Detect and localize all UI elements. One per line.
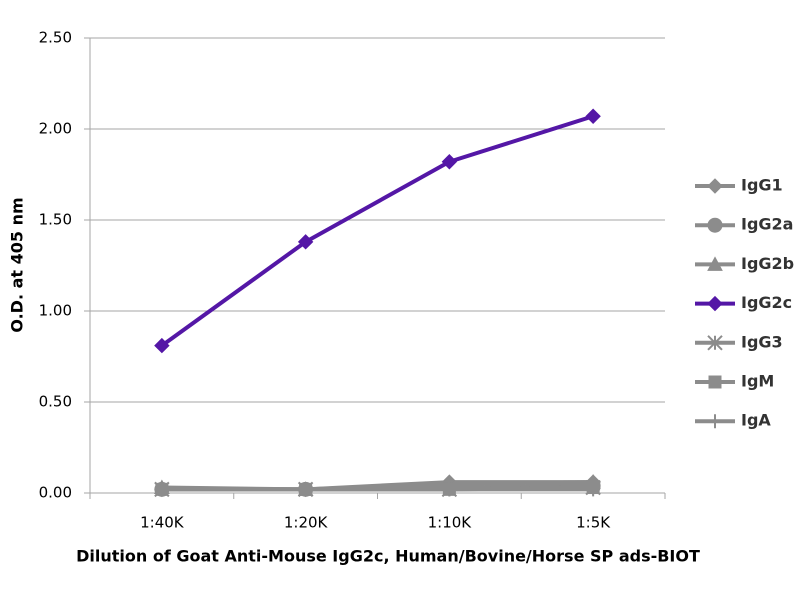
point: [442, 482, 457, 497]
legend-marker: [708, 414, 722, 429]
y-tick-label: 2.00: [39, 120, 72, 138]
legend-text: IgG2b: [741, 254, 794, 273]
legend-marker: [707, 335, 723, 351]
legend-text: IgG2c: [741, 293, 792, 312]
x-tick-label: 1:40K: [140, 514, 185, 532]
x-tick-label: 1:5K: [576, 514, 611, 532]
x-axis-title: Dilution of Goat Anti-Mouse IgG2c, Human…: [76, 547, 700, 566]
y-axis-title: O.D. at 405 nm: [8, 197, 27, 332]
legend-marker: [708, 375, 722, 389]
legend-text: IgA: [741, 411, 771, 430]
legend-text: IgG1: [741, 176, 783, 195]
legend-marker: [707, 217, 723, 233]
legend-marker: [707, 295, 723, 312]
point: [586, 482, 601, 497]
point: [585, 108, 601, 124]
x-tick-label: 1:20K: [284, 514, 329, 532]
point: [297, 234, 314, 250]
point: [154, 482, 169, 497]
legend-marker: [707, 256, 723, 271]
y-tick-label: 0.50: [39, 393, 72, 411]
point: [298, 482, 313, 497]
series-line: [160, 114, 594, 348]
y-tick-label: 1.50: [39, 211, 72, 229]
point: [441, 154, 458, 170]
legend-text: IgG2a: [741, 215, 793, 234]
x-tick-label: 1:10K: [428, 514, 473, 532]
y-tick-label: 0.00: [39, 484, 72, 502]
legend-text: IgG3: [741, 332, 783, 351]
y-tick-label: 1.00: [39, 302, 72, 320]
legend-marker: [707, 178, 723, 194]
y-tick-label: 2.50: [39, 29, 72, 47]
legend-text: IgM: [741, 372, 774, 391]
point: [154, 337, 170, 354]
